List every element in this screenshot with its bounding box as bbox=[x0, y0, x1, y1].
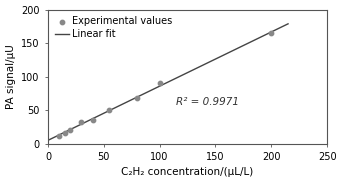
Linear fit bbox=[265, 33, 269, 35]
Linear fit bbox=[274, 29, 278, 31]
Experimental values bbox=[56, 134, 62, 137]
Experimental values bbox=[107, 109, 112, 111]
Experimental values bbox=[157, 82, 162, 85]
Text: R² = 0.9971: R² = 0.9971 bbox=[176, 97, 239, 107]
Y-axis label: PA signal/μU: PA signal/μU bbox=[5, 44, 15, 109]
Experimental values bbox=[79, 121, 84, 124]
Linear fit bbox=[286, 23, 290, 25]
Linear fit bbox=[46, 139, 50, 141]
Linear fit bbox=[110, 108, 114, 110]
Experimental values bbox=[62, 131, 67, 134]
Legend: Experimental values, Linear fit: Experimental values, Linear fit bbox=[53, 14, 174, 41]
Line: Linear fit: Linear fit bbox=[48, 24, 288, 140]
Linear fit bbox=[55, 135, 60, 137]
Experimental values bbox=[134, 96, 140, 99]
Experimental values bbox=[268, 31, 274, 34]
Experimental values bbox=[90, 119, 95, 122]
Experimental values bbox=[67, 129, 73, 132]
Linear fit bbox=[91, 118, 95, 120]
Linear fit bbox=[61, 132, 65, 135]
X-axis label: C₂H₂ concentration/(μL/L): C₂H₂ concentration/(μL/L) bbox=[121, 167, 254, 178]
